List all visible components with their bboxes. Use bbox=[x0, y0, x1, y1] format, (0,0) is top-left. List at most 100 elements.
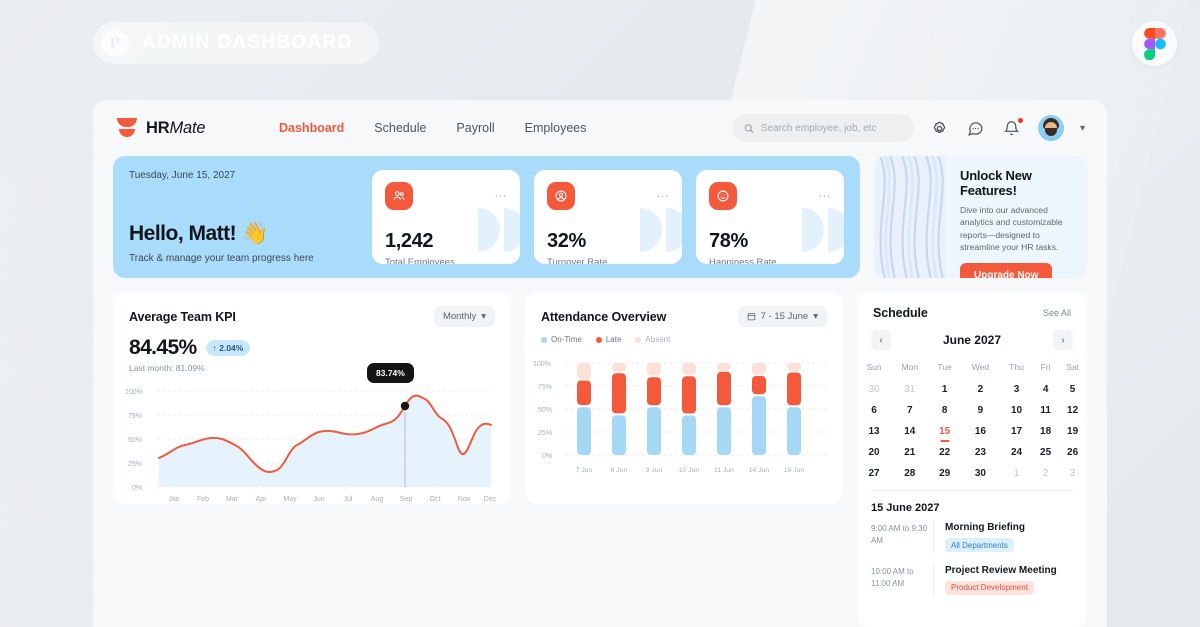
legend-label: On-Time bbox=[551, 335, 582, 344]
svg-text:Dec: Dec bbox=[484, 496, 497, 503]
calendar-day[interactable]: 14 bbox=[904, 426, 916, 437]
calendar-day[interactable]: 11 bbox=[1040, 405, 1051, 416]
legend-item-late: Late bbox=[595, 335, 622, 344]
calendar-day[interactable]: 21 bbox=[904, 447, 916, 458]
calendar-grid: Sun Mon Tue Wed Thu Fri Sat 30 31 bbox=[857, 356, 1087, 484]
brand-logo[interactable]: HRMate bbox=[117, 117, 245, 139]
card-decoration bbox=[478, 208, 520, 252]
calendar-day[interactable]: 9 bbox=[977, 405, 984, 416]
schedule-event-item[interactable]: 10:00 AM to 11:00 AM Project Review Meet… bbox=[857, 564, 1087, 608]
calendar-day[interactable]: 13 bbox=[868, 426, 880, 437]
calendar-day[interactable]: 22 bbox=[939, 447, 951, 458]
svg-text:15 Jun: 15 Jun bbox=[784, 467, 805, 474]
avatar[interactable] bbox=[1037, 115, 1064, 141]
kpi-delta-badge: ↑ 2.04% bbox=[205, 340, 251, 356]
kpi-card-title: Average Team KPI bbox=[129, 309, 236, 324]
card-menu-icon[interactable]: … bbox=[494, 185, 508, 200]
see-all-link[interactable]: See All bbox=[1042, 308, 1071, 318]
legend-label: Late bbox=[605, 335, 622, 344]
stat-card-total-employees[interactable]: … 1,242 Total Employees bbox=[372, 170, 520, 264]
nav-item-payroll[interactable]: Payroll bbox=[456, 121, 495, 135]
legend-swatch bbox=[541, 336, 547, 343]
calendar-day[interactable]: 1 bbox=[1013, 468, 1020, 479]
gear-icon[interactable] bbox=[930, 118, 950, 138]
divider bbox=[871, 490, 1073, 491]
calendar-weekday-row: Sun Mon Tue Wed Thu Fri Sat bbox=[857, 356, 1087, 379]
upgrade-now-button[interactable]: Upgrade Now bbox=[960, 262, 1053, 278]
svg-text:75%: 75% bbox=[538, 384, 552, 391]
calendar-icon bbox=[747, 313, 755, 321]
card-decoration bbox=[640, 208, 682, 252]
calendar-day[interactable]: 2 bbox=[977, 384, 984, 395]
calendar-day[interactable]: 10 bbox=[1010, 405, 1023, 416]
search-box[interactable] bbox=[731, 114, 914, 142]
calendar-day[interactable]: 3 bbox=[1013, 384, 1020, 395]
nav-item-schedule[interactable]: Schedule bbox=[374, 121, 427, 135]
brand-name-italic: Mate bbox=[169, 118, 206, 137]
calendar-day[interactable]: 1 bbox=[941, 384, 948, 395]
calendar-day[interactable]: 28 bbox=[904, 468, 916, 479]
legend-swatch bbox=[635, 336, 642, 343]
event-title: Morning Briefing bbox=[945, 522, 1025, 533]
nav-item-employees[interactable]: Employees bbox=[524, 121, 587, 135]
svg-text:Jul: Jul bbox=[344, 496, 353, 503]
calendar-day[interactable]: 2 bbox=[1042, 468, 1049, 479]
weekday-wed: Wed bbox=[971, 362, 990, 372]
schedule-event-item[interactable]: 9:00 AM to 9:30 AM Morning Briefing All … bbox=[857, 522, 1087, 565]
stat-value: 1,242 bbox=[385, 230, 434, 252]
calendar-day[interactable]: 27 bbox=[868, 468, 880, 479]
figma-logo-icon[interactable] bbox=[1132, 21, 1177, 66]
attendance-bar-chart: 100% 75% 50% 25% 0% bbox=[525, 344, 843, 487]
calendar-day[interactable]: 7 bbox=[907, 405, 913, 416]
calendar-day[interactable]: 23 bbox=[974, 447, 986, 458]
calendar-day[interactable]: 30 bbox=[974, 468, 986, 479]
calendar-day[interactable]: 6 bbox=[871, 405, 877, 416]
hrmate-logo-icon bbox=[117, 117, 137, 139]
calendar-day[interactable]: 29 bbox=[939, 468, 951, 479]
legend-item-on-time: On-Time bbox=[541, 335, 582, 344]
calendar-next-icon[interactable]: › bbox=[1052, 330, 1073, 350]
schedule-card-title: Schedule bbox=[873, 306, 928, 320]
svg-text:50%: 50% bbox=[128, 437, 142, 444]
calendar-day[interactable]: 20 bbox=[868, 447, 880, 458]
calendar-day[interactable]: 12 bbox=[1067, 405, 1079, 416]
card-decoration bbox=[802, 208, 844, 252]
calendar-day[interactable]: 5 bbox=[1069, 384, 1076, 395]
bell-icon[interactable] bbox=[1002, 117, 1024, 138]
stat-value: 78% bbox=[709, 230, 748, 252]
search-input[interactable] bbox=[760, 122, 902, 134]
nav-item-dashboard[interactable]: Dashboard bbox=[279, 121, 345, 135]
calendar-day[interactable]: 3 bbox=[1069, 468, 1076, 479]
calendar-day-today[interactable]: 15 bbox=[928, 421, 960, 442]
calendar-day[interactable]: 19 bbox=[1067, 426, 1079, 437]
wave-icon: 👋 bbox=[242, 222, 268, 245]
calendar-day[interactable]: 30 bbox=[868, 384, 880, 395]
chevron-down-icon[interactable]: ▾ bbox=[1079, 122, 1085, 134]
stat-card-happiness-rate[interactable]: … 78% Happiness Rate bbox=[696, 170, 844, 264]
greeting-text: Hello, Matt! bbox=[129, 222, 237, 245]
calendar-day[interactable]: 24 bbox=[1010, 447, 1023, 458]
card-menu-icon[interactable]: … bbox=[656, 185, 670, 200]
card-menu-icon[interactable]: … bbox=[818, 185, 832, 200]
calendar-prev-icon[interactable]: ‹ bbox=[871, 330, 891, 350]
svg-text:Nov: Nov bbox=[458, 496, 471, 503]
kpi-last-month: Last month: 81.09% bbox=[129, 363, 205, 373]
admin-dashboard-label: ADMIN DASHBOARD bbox=[142, 32, 353, 53]
chat-icon[interactable] bbox=[966, 118, 986, 138]
attendance-date-range-select[interactable]: 7 - 15 June ▾ bbox=[737, 306, 827, 327]
attendance-legend: On-Time Late Absent bbox=[525, 327, 843, 344]
calendar-day[interactable]: 8 bbox=[941, 405, 948, 416]
calendar-day[interactable]: 31 bbox=[904, 384, 916, 395]
stat-card-turnover-rate[interactable]: … 32% Turnover Rate bbox=[534, 170, 682, 264]
svg-text:25%: 25% bbox=[128, 461, 142, 468]
calendar-day[interactable]: 4 bbox=[1042, 384, 1049, 395]
user-target-icon bbox=[547, 182, 575, 210]
calendar-day[interactable]: 16 bbox=[974, 426, 986, 437]
svg-text:Aug: Aug bbox=[371, 496, 384, 503]
calendar-day[interactable]: 18 bbox=[1040, 426, 1052, 437]
kpi-range-select[interactable]: Monthly ▾ bbox=[433, 306, 495, 327]
calendar-day[interactable]: 17 bbox=[1010, 426, 1023, 437]
calendar-day[interactable]: 25 bbox=[1040, 447, 1052, 458]
calendar-day[interactable]: 26 bbox=[1067, 447, 1079, 458]
svg-text:Mar: Mar bbox=[226, 496, 239, 503]
